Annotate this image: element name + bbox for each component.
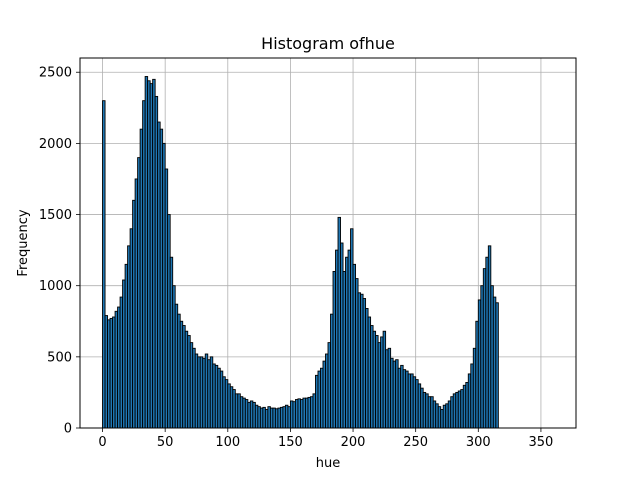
- y-tick-label: 1000: [39, 279, 72, 294]
- y-axis-label: Frequency: [16, 209, 31, 276]
- plot-frame: [79, 57, 577, 429]
- ticks-layer: 0 50 100 150 200 250 300 350 0 500 1000 1500 2000 250…: [39, 66, 553, 450]
- y-tick-label: 500: [47, 350, 72, 365]
- x-tick-label: 200: [341, 435, 366, 450]
- x-tick-label: 0: [98, 435, 106, 450]
- x-tick-label: 300: [466, 435, 491, 450]
- x-tick-label: 250: [403, 435, 428, 450]
- x-tick-label: 150: [278, 435, 303, 450]
- y-tick-label: 2000: [39, 137, 72, 152]
- x-tick-label: 100: [215, 435, 240, 450]
- x-tick-label: 350: [529, 435, 554, 450]
- chart-title: Histogram ofhue: [261, 34, 395, 53]
- histogram-bar: [495, 302, 499, 429]
- y-tick-label: 0: [64, 422, 72, 437]
- y-tick-label: 2500: [39, 66, 72, 81]
- x-axis-label: hue: [316, 456, 340, 471]
- y-tick-label: 1500: [39, 208, 72, 223]
- x-tick-label: 50: [157, 435, 174, 450]
- bars-layer: [102, 76, 499, 429]
